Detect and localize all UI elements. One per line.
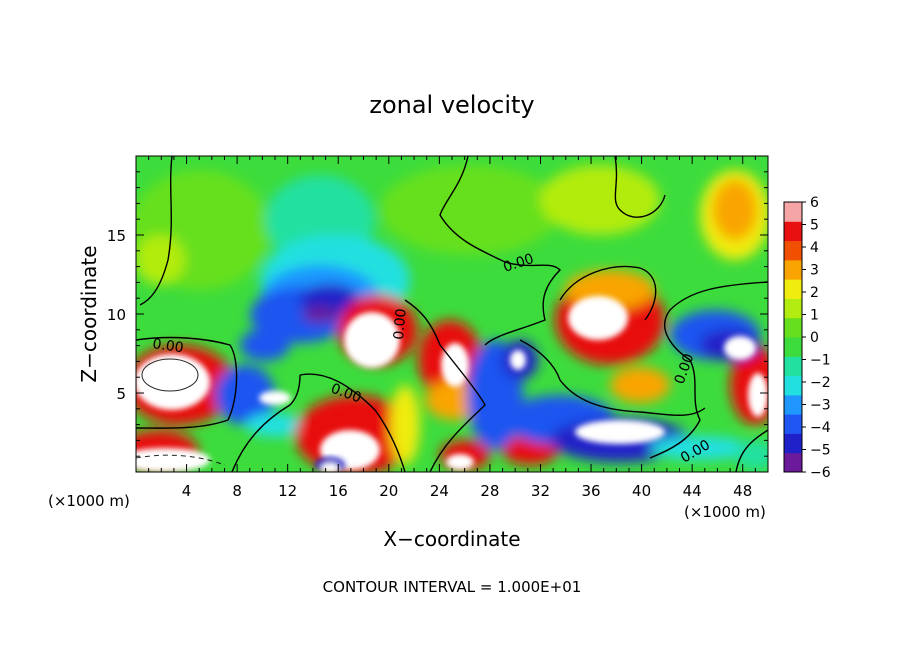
- colorbar-swatch: [784, 414, 802, 434]
- x-axis-ticks: 4 8 12 16 20 24 28 32 36 40 44 48: [148, 156, 756, 500]
- colorbar-swatch: [784, 259, 802, 280]
- x-tick-label: 4: [182, 482, 192, 500]
- colorbar-label: 1: [810, 308, 819, 324]
- chart-title: zonal velocity: [369, 91, 534, 119]
- colorbar-label: −3: [810, 398, 831, 414]
- colorbar-swatch: [784, 317, 802, 338]
- colorbar-label: 6: [810, 195, 819, 211]
- x-tick-label: 12: [278, 482, 297, 500]
- colorbar-swatch: [784, 375, 802, 396]
- colorbar-label: 5: [810, 218, 819, 234]
- x-tick-label: 8: [232, 482, 242, 500]
- y-tick-label: 15: [107, 227, 126, 245]
- y-tick-label: 5: [116, 385, 126, 403]
- colorbar-swatch: [784, 394, 802, 415]
- colorbar-label: 4: [810, 240, 819, 256]
- x-axis-unit-right: (×1000 m): [684, 503, 766, 521]
- x-tick-label: 24: [430, 482, 449, 500]
- y-tick-label: 10: [107, 306, 126, 324]
- colorbar-label: 3: [810, 263, 819, 279]
- colorbar-swatch: [784, 298, 802, 319]
- colorbar-label: −5: [810, 443, 831, 459]
- colorbar-label: −4: [810, 420, 831, 436]
- colorbar-label: −2: [810, 375, 831, 391]
- colorbar: 6 5 4 3 2 1 0 −1 −2 −3 −4 −5 −6: [783, 195, 831, 481]
- colorbar-label: −1: [810, 353, 831, 369]
- colorbar-swatch: [784, 221, 802, 242]
- x-tick-label: 44: [683, 482, 702, 500]
- y-axis-ticks: 5 10 15: [107, 171, 768, 457]
- colorbar-label: −6: [810, 465, 831, 481]
- colorbar-swatch: [784, 240, 802, 261]
- velocity-field: [136, 156, 768, 472]
- contour-label: 0.00: [151, 336, 184, 356]
- colorbar-swatch: [784, 279, 802, 299]
- contour-label: 0.00: [391, 308, 410, 340]
- colorbar-swatch: [784, 337, 802, 357]
- x-axis-label: X−coordinate: [383, 527, 520, 551]
- colorbar-swatch: [784, 356, 802, 377]
- x-tick-label: 48: [733, 482, 752, 500]
- x-axis-unit-left: (×1000 m): [48, 492, 130, 510]
- x-tick-label: 40: [632, 482, 651, 500]
- colorbar-swatch: [784, 433, 802, 454]
- x-tick-label: 16: [329, 482, 348, 500]
- x-tick-label: 36: [581, 482, 600, 500]
- x-tick-label: 20: [379, 482, 398, 500]
- contour-interval-note: CONTOUR INTERVAL = 1.000E+01: [323, 578, 582, 596]
- colorbar-label: 2: [810, 285, 819, 301]
- colorbar-swatch: [784, 452, 802, 473]
- x-tick-label: 32: [531, 482, 550, 500]
- x-tick-label: 28: [480, 482, 499, 500]
- colorbar-label: 0: [810, 330, 819, 346]
- colorbar-swatch: [784, 202, 802, 222]
- y-axis-label: Z−coordinate: [77, 245, 101, 382]
